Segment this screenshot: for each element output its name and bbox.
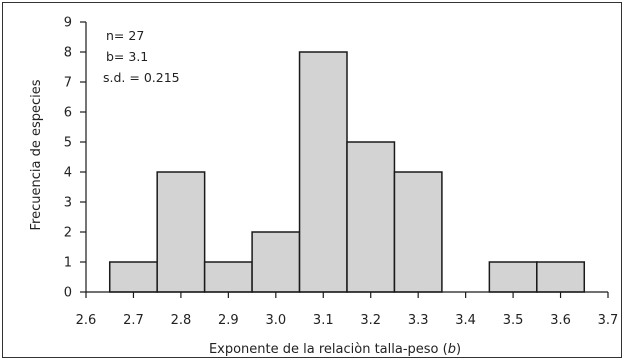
bar-3.2: [346, 141, 396, 293]
y-tick-label: 1: [64, 256, 72, 271]
y-tick-label: 3: [64, 196, 72, 211]
bar-3.1: [298, 51, 348, 293]
x-axis-label-var: b: [448, 342, 456, 357]
bar-2.9: [203, 261, 253, 293]
y-axis-label: Frecuencia de especies: [29, 79, 44, 230]
axes-group: [85, 22, 608, 293]
x-axis-label-prefix: Exponente de la relaciòn talla-peso (: [209, 342, 448, 357]
y-ticks-group: 0 1 2 3 4 5 6 7 8 9: [64, 16, 86, 301]
y-tick-label: 8: [64, 46, 72, 61]
bar-3.5: [488, 261, 538, 293]
annotation-b: b= 3.1: [106, 49, 148, 64]
bars-group: [108, 51, 586, 293]
x-tick-label: 3.3: [408, 313, 429, 328]
x-axis-label: Exponente de la relaciòn talla-peso (b): [209, 342, 461, 357]
x-tick-label: 3.6: [550, 313, 571, 328]
y-tick-label: 7: [64, 76, 72, 91]
x-axis-label-suffix: ): [456, 342, 461, 357]
x-tick-label: 2.7: [123, 313, 144, 328]
annotation-n: n= 27: [106, 28, 144, 43]
x-tick-label: 3.5: [503, 313, 524, 328]
y-tick-label: 4: [64, 166, 72, 181]
bar-3.6: [536, 261, 586, 293]
bar-3.3: [393, 171, 443, 293]
y-tick-label: 6: [64, 106, 72, 121]
y-tick-label: 0: [64, 286, 72, 301]
bar-2.8: [156, 171, 206, 293]
y-tick-label: 2: [64, 226, 72, 241]
x-ticks-group: 2.6 2.7 2.8 2.9 3.0 3.1 3.2 3.3 3.4 3.5 3.6 3.7: [76, 292, 619, 328]
bar-3.0: [251, 231, 301, 293]
bar-2.7: [108, 261, 158, 293]
x-tick-label: 3.2: [360, 313, 381, 328]
x-tick-label: 3.0: [265, 313, 286, 328]
x-tick-label: 3.4: [455, 313, 476, 328]
x-tick-label: 2.6: [76, 313, 97, 328]
x-tick-label: 2.8: [171, 313, 192, 328]
y-tick-label: 9: [64, 16, 72, 31]
annotation-sd: s.d. = 0.215: [103, 70, 180, 85]
y-tick-label: 5: [64, 136, 72, 151]
x-tick-label: 3.7: [598, 313, 619, 328]
x-tick-label: 2.9: [218, 313, 239, 328]
x-tick-label: 3.1: [313, 313, 334, 328]
